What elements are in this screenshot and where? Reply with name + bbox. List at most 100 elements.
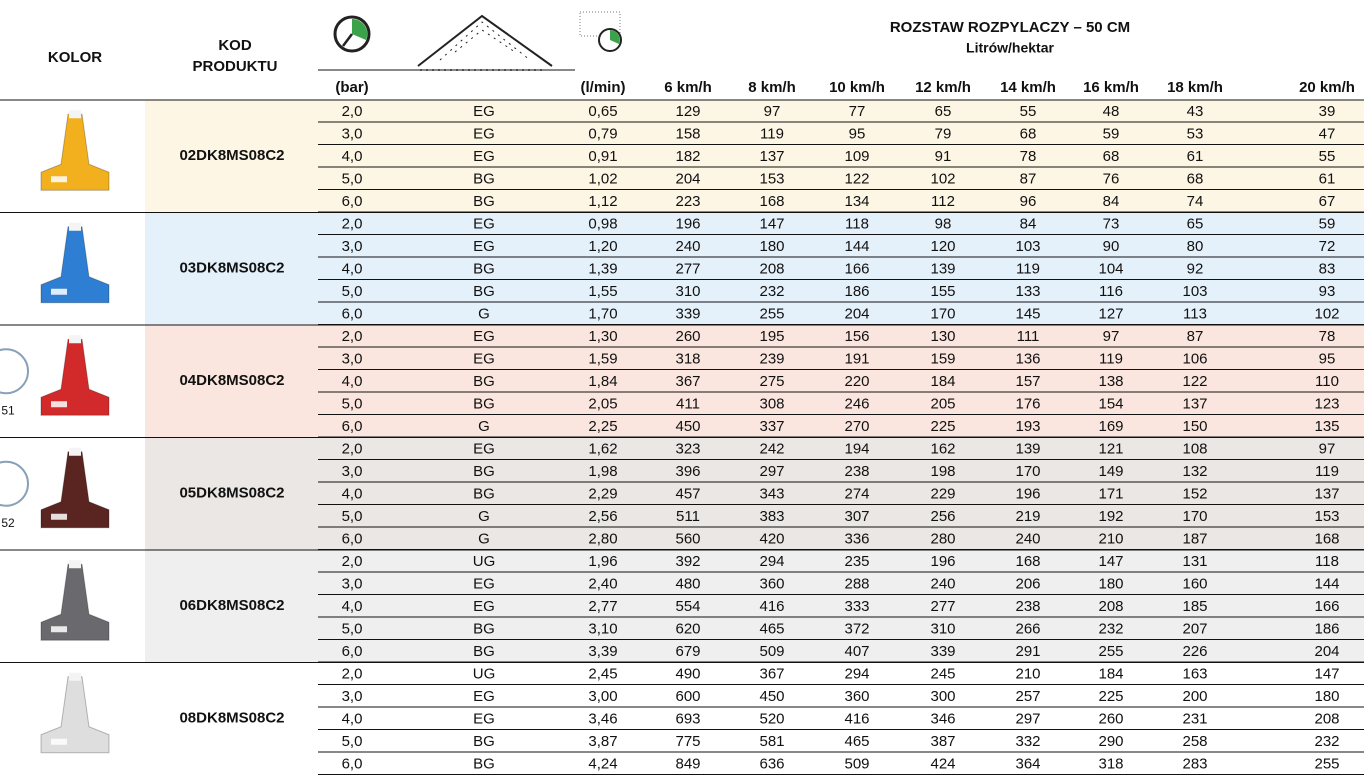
cell: 121 [1098,440,1123,457]
subtitle: Litrów/hektar [966,40,1054,56]
cell: 184 [1098,665,1123,682]
cell: 48 [1103,103,1120,120]
cell: 147 [1314,665,1339,682]
cell: BG [473,373,495,390]
cell: 1,59 [588,350,617,367]
cell: 232 [1314,733,1339,750]
cell: 383 [759,508,784,525]
cell: 1,98 [588,463,617,480]
cell: 337 [759,418,784,435]
cell: 180 [759,238,784,255]
cell: 232 [759,283,784,300]
cell: 238 [844,463,869,480]
cell: 2,0 [342,328,363,345]
cell: 147 [1098,553,1123,570]
cell: 176 [1015,395,1040,412]
cell: 2,05 [588,395,617,412]
nozzle-image [41,673,109,753]
cell: 1,39 [588,260,617,277]
cell: 65 [935,103,952,120]
cell: UG [473,665,496,682]
cell: 509 [759,643,784,660]
cell: 226 [1182,643,1207,660]
cell: 79 [935,125,952,142]
cell: 118 [1315,553,1339,570]
cell: 132 [1182,463,1207,480]
cell: 119 [1099,350,1123,367]
cell: G [478,305,490,322]
speed-header: 12 km/h [915,79,971,96]
cell: 4,0 [342,260,363,277]
cell: 367 [675,373,700,390]
cell: 98 [935,215,952,232]
cell: 245 [930,665,955,682]
cell: 420 [759,530,784,547]
cell: 168 [1314,530,1339,547]
cell: 139 [930,260,955,277]
cell: 416 [759,598,784,615]
cell: 318 [675,350,700,367]
cell: 111 [1017,328,1040,345]
cell: 280 [930,530,955,547]
cell: 294 [844,665,869,682]
cell: 2,0 [342,665,363,682]
cell: 343 [759,485,784,502]
cell: 392 [675,553,700,570]
cell: 620 [675,620,700,637]
cell: EG [473,148,495,165]
cell: 204 [1314,643,1339,660]
cell: 43 [1187,103,1204,120]
cell: 255 [759,305,784,322]
cell: 204 [844,305,869,322]
cell: 106 [1182,350,1207,367]
cell: 59 [1103,125,1120,142]
cell: 61 [1187,148,1204,165]
cell: 205 [930,395,955,412]
cell: 3,0 [342,575,363,592]
cell: 149 [1098,463,1123,480]
cell: 465 [844,733,869,750]
flow-icon [580,12,621,51]
nozzle-slot [51,739,67,745]
cell: 332 [1015,733,1040,750]
cell: 1,12 [588,193,617,210]
cell: 170 [930,305,955,322]
cell: 2,80 [588,530,617,547]
nozzle-slot [51,176,67,182]
cell: 136 [1015,350,1040,367]
cell: 154 [1098,395,1123,412]
cell: 0,79 [588,125,617,142]
nozzle-image [41,560,109,640]
certificate-badge [0,462,28,506]
cell: 204 [675,170,700,187]
cell: 208 [1098,598,1123,615]
cell: 138 [1098,373,1123,390]
speed-header: 8 km/h [748,79,796,96]
cell: 520 [759,710,784,727]
cell: 195 [759,328,784,345]
cell: 147 [759,215,784,232]
cell: 119 [1016,260,1040,277]
product-code: 06DK8MS08C2 [179,597,284,614]
cell: UG [473,553,496,570]
cell: 153 [759,170,784,187]
cell: 76 [1103,170,1120,187]
cell: 2,56 [588,508,617,525]
cell: 135 [1314,418,1339,435]
cell: 3,0 [342,688,363,705]
cell: 490 [675,665,700,682]
cell: 600 [675,688,700,705]
cell: 110 [1315,373,1339,390]
cell: 367 [759,665,784,682]
cell: 160 [1182,575,1207,592]
speed-header: 6 km/h [664,79,712,96]
cell: 3,87 [588,733,617,750]
cell: 137 [1182,395,1207,412]
cell: 108 [1182,440,1207,457]
cell: 2,29 [588,485,617,502]
cell: 157 [1015,373,1040,390]
cell: 4,0 [342,485,363,502]
cell: 97 [1103,328,1120,345]
cell: 153 [1314,508,1339,525]
cell: 5,0 [342,170,363,187]
